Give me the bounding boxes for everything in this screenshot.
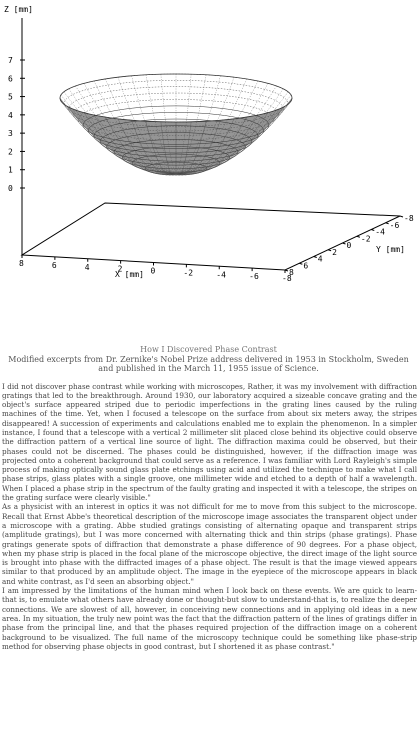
y-tick [299,262,303,265]
z-tick-label: 5 [8,93,13,102]
y-tick-label: 4 [318,255,323,264]
document-body: I did not discover phase contrast while … [2,382,417,652]
x-tick-label: 6 [52,261,57,270]
y-tick [385,222,389,225]
y-tick-label: 6 [303,261,308,270]
y-tick [313,256,317,258]
meridian-line [60,94,177,175]
x-tick-label: -8 [282,274,292,283]
y-tick [342,242,346,245]
meridian-line [60,100,177,175]
meridian-line [175,112,269,175]
document-title: How I Discovered Phase Contrast [140,345,277,354]
y-tick [399,215,404,218]
meridian-line [63,104,177,175]
y-tick-label: 2 [332,248,337,257]
meridian-line [175,121,192,176]
z-tick-label: 0 [8,184,13,193]
paragraph-2: As a physicist with an interest in optic… [2,502,417,586]
paragraph-3: I am impressed by the limitations of the… [2,586,417,651]
meridian-line [175,75,221,175]
y-tick-label: 0 [347,241,352,250]
meridian-line [117,77,177,175]
z-tick-label: 4 [8,111,13,120]
x-tick-label: -2 [183,268,193,277]
meridian-line [176,114,259,175]
plot-axes [20,18,404,273]
meridian-line [160,121,177,176]
y-axis-label: Y [mm] [376,245,405,254]
surface-rim [59,73,293,123]
meridian-line [175,116,247,175]
meridian-line [175,74,192,175]
document-header: How I Discovered Phase Contrast Modified… [6,345,411,374]
z-tick-label: 1 [8,166,13,175]
meridian-line [160,74,177,175]
x-tick-label: 8 [19,259,24,268]
y-tick [327,249,332,252]
x-tick-label: 0 [151,267,156,276]
meridian-line [175,107,284,175]
meridian-line [175,74,207,175]
y-tick-label: -4 [375,228,385,237]
y-tick [371,229,375,231]
meridian-line [83,112,177,175]
meridian-line [59,97,177,175]
z-tick-label: 3 [8,129,13,138]
x-tick-label: 4 [85,263,90,272]
meridian-line [175,109,277,175]
y-tick-label: -2 [361,234,371,243]
document-source: Modified excerpts from Dr. Zernike's Nob… [8,354,409,374]
base-plane [20,202,401,271]
meridian-line [68,88,177,175]
z-tick-label: 6 [8,74,13,83]
x-tick-label: -4 [216,270,226,279]
meridian-line [175,88,284,175]
paragraph-1: I did not discover phase contrast while … [2,381,417,503]
meridian-line [175,78,247,175]
document-excerpt: How I Discovered Phase Contrast Modified… [0,345,417,749]
z-tick-label: 2 [8,147,13,156]
y-tick-label: 8 [289,268,294,277]
x-axis-label: X [mm] [115,270,144,279]
meridian-line [75,85,177,175]
meridian-line [175,85,277,175]
y-tick [284,269,289,272]
x-tick-label: 2 [118,265,123,274]
paraboloid-surface [59,73,293,176]
meridian-line [145,74,177,175]
y-tick-label: -8 [404,214,414,223]
meridian-line [175,77,235,175]
y-tick-label: -6 [390,221,400,230]
x-tick-label: -6 [249,272,259,281]
meridian-line [175,94,292,175]
meridian-line [131,75,177,175]
meridian-line [105,78,177,175]
z-axis-label: Z [mm] [4,5,33,14]
z-tick-label: 7 [8,56,13,65]
y-tick [356,235,361,238]
